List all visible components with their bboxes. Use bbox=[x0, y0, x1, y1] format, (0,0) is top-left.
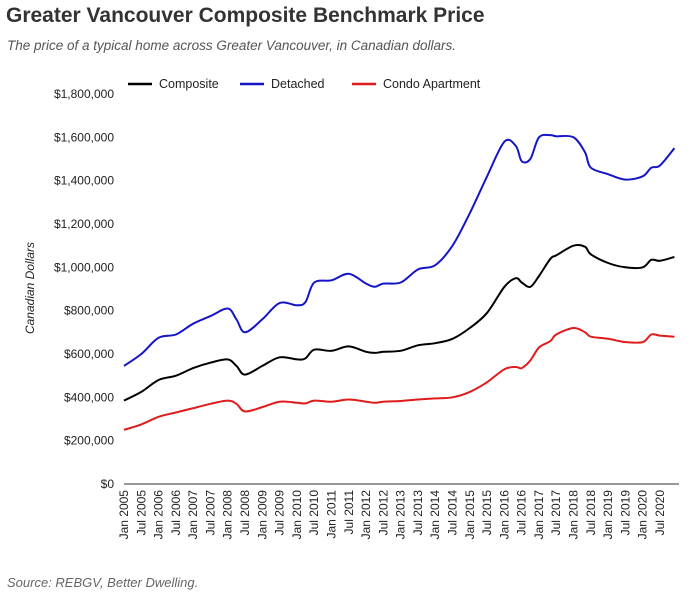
x-tick-label: Jan 2010 bbox=[290, 490, 304, 540]
legend-item-composite: Composite bbox=[128, 77, 219, 91]
x-tick-label: Jan 2014 bbox=[428, 490, 442, 540]
x-tick-label: Jul 2009 bbox=[273, 490, 287, 536]
x-tick-label: Jan 2018 bbox=[567, 490, 581, 540]
x-tick-label: Jul 2012 bbox=[376, 490, 390, 536]
x-tick-label: Jul 2020 bbox=[653, 490, 667, 536]
x-tick-label: Jul 2013 bbox=[411, 490, 425, 536]
legend-label: Composite bbox=[159, 77, 219, 91]
source-note: Source: REBGV, Better Dwelling. bbox=[7, 575, 199, 590]
y-tick-label: $800,000 bbox=[64, 304, 114, 318]
x-tick-label: Jul 2006 bbox=[169, 490, 183, 536]
chart-legend: Composite Detached Condo Apartment bbox=[128, 77, 481, 91]
x-tick-label: Jan 2017 bbox=[532, 490, 546, 540]
x-tick-label: Jan 2015 bbox=[463, 490, 477, 540]
series-line-condo-apartment bbox=[123, 326, 675, 431]
y-tick-label: $600,000 bbox=[64, 347, 114, 361]
x-tick-label: Jan 2008 bbox=[221, 490, 235, 540]
x-tick-label: Jul 2010 bbox=[307, 490, 321, 536]
series-line-detached bbox=[123, 133, 676, 367]
x-tick-label: Jan 2005 bbox=[117, 490, 131, 540]
y-tick-label: $0 bbox=[101, 477, 115, 491]
y-tick-label: $1,800,000 bbox=[54, 87, 114, 101]
y-axis: $0 $200,000 $400,000 $600,000 $800,000 $1,000… bbox=[54, 87, 114, 491]
chart-subtitle: The price of a typical home across Great… bbox=[7, 38, 456, 53]
x-tick-label: Jul 2017 bbox=[549, 490, 563, 536]
x-tick-label: Jan 2016 bbox=[497, 490, 511, 540]
x-tick-label: Jan 2012 bbox=[359, 490, 373, 540]
y-tick-label: $1,600,000 bbox=[54, 130, 114, 144]
chart-title: Greater Vancouver Composite Benchmark Pr… bbox=[6, 4, 485, 27]
x-tick-label: Jul 2007 bbox=[203, 490, 217, 536]
x-tick-label: Jul 2015 bbox=[480, 490, 494, 536]
y-tick-label: $1,200,000 bbox=[54, 217, 114, 231]
legend-item-detached: Detached bbox=[240, 77, 325, 91]
y-tick-label: $1,000,000 bbox=[54, 260, 114, 274]
y-tick-label: $200,000 bbox=[64, 434, 114, 448]
x-tick-label: Jul 2014 bbox=[446, 490, 460, 536]
x-tick-label: Jan 2006 bbox=[152, 490, 166, 540]
legend-label: Detached bbox=[271, 77, 325, 91]
x-tick-label: Jul 2005 bbox=[134, 490, 148, 536]
x-tick-label: Jan 2020 bbox=[636, 490, 650, 540]
x-tick-label: Jan 2019 bbox=[601, 490, 615, 540]
legend-label: Condo Apartment bbox=[383, 77, 481, 91]
y-tick-label: $400,000 bbox=[64, 390, 114, 404]
x-tick-label: Jul 2008 bbox=[238, 490, 252, 536]
series-line-composite bbox=[123, 243, 675, 402]
x-axis: Jan 2005 Jul 2005 Jan 2006 Jul 2006 Jan 2007… bbox=[117, 483, 679, 540]
x-tick-label: Jul 2018 bbox=[584, 490, 598, 536]
x-tick-label: Jan 2011 bbox=[324, 490, 338, 539]
x-tick-label: Jan 2009 bbox=[255, 490, 269, 540]
x-tick-label: Jan 2013 bbox=[394, 490, 408, 540]
x-tick-label: Jan 2007 bbox=[186, 490, 200, 540]
x-tick-label: Jul 2011 bbox=[342, 490, 356, 535]
x-tick-label: Jul 2019 bbox=[618, 490, 632, 536]
y-axis-label: Canadian Dollars bbox=[23, 242, 37, 334]
legend-item-condo-apartment: Condo Apartment bbox=[352, 77, 481, 91]
chart-series-lines bbox=[123, 133, 676, 431]
y-tick-label: $1,400,000 bbox=[54, 174, 114, 188]
x-tick-label: Jul 2016 bbox=[515, 490, 529, 536]
